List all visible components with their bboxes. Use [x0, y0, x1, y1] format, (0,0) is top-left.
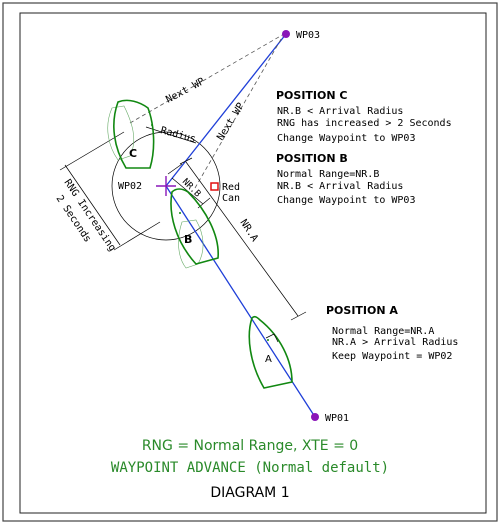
track-wp01-wp02: [165, 185, 316, 418]
wp03-marker: [282, 30, 290, 38]
wp01-marker: [311, 413, 319, 421]
position-a-title: POSITION A: [326, 304, 398, 317]
position-b-line2: NR.B < Arrival Radius: [277, 181, 403, 192]
nr-a-dimension: [185, 161, 299, 317]
position-a-line3: Keep Waypoint = WP02: [332, 351, 452, 362]
footer-line1: RNG = Normal Range, XTE = 0: [142, 438, 358, 454]
arrival-radius-circle: [111, 131, 221, 241]
rng-increasing-dimension: [64, 164, 121, 246]
boat-a: [248, 315, 293, 389]
boat-c: [113, 99, 155, 169]
position-b-title: POSITION B: [276, 152, 348, 165]
boat-c-letter: C: [129, 147, 137, 160]
wp01-label: WP01: [325, 413, 349, 424]
nr-a-label: NR.A: [237, 218, 259, 244]
red-can-label-1: Red: [222, 182, 240, 193]
position-c-line2: RNG has increased > 2 Seconds: [277, 118, 452, 129]
ghost-boat-c: [107, 105, 135, 161]
position-a-line1: Normal Range=NR.A: [332, 326, 434, 337]
radius-label: Radius: [159, 125, 197, 145]
track-wp02-wp03: [165, 33, 287, 187]
boat-b: [170, 188, 219, 265]
position-b-line1: Normal Range=NR.B: [277, 169, 379, 180]
wp03-label: WP03: [296, 30, 320, 41]
red-can-marker: [210, 182, 219, 191]
wp02-label: WP02: [118, 181, 142, 192]
position-c-title: POSITION C: [276, 89, 347, 102]
boat-b-letter: B: [184, 233, 192, 246]
next-wp-line-b: [194, 33, 285, 189]
next-wp-label-2: Next WP: [215, 101, 247, 143]
red-can-label-2: Can: [222, 193, 240, 204]
position-c-line1: NR.B < Arrival Radius: [277, 106, 403, 117]
diagram-title: DIAGRAM 1: [210, 485, 289, 501]
radius-leader: [145, 126, 197, 144]
footer-line2: WAYPOINT ADVANCE (Normal default): [111, 460, 389, 476]
position-c-line3: Change Waypoint to WP03: [277, 133, 415, 144]
position-b-line3: Change Waypoint to WP03: [277, 195, 415, 206]
next-wp-line-c: [129, 33, 285, 124]
boat-a-letter: A: [265, 354, 272, 365]
inner-frame: [19, 12, 487, 514]
next-wp-label-1: Next WP: [164, 76, 206, 106]
position-a-line2: NR.A > Arrival Radius: [332, 337, 458, 348]
